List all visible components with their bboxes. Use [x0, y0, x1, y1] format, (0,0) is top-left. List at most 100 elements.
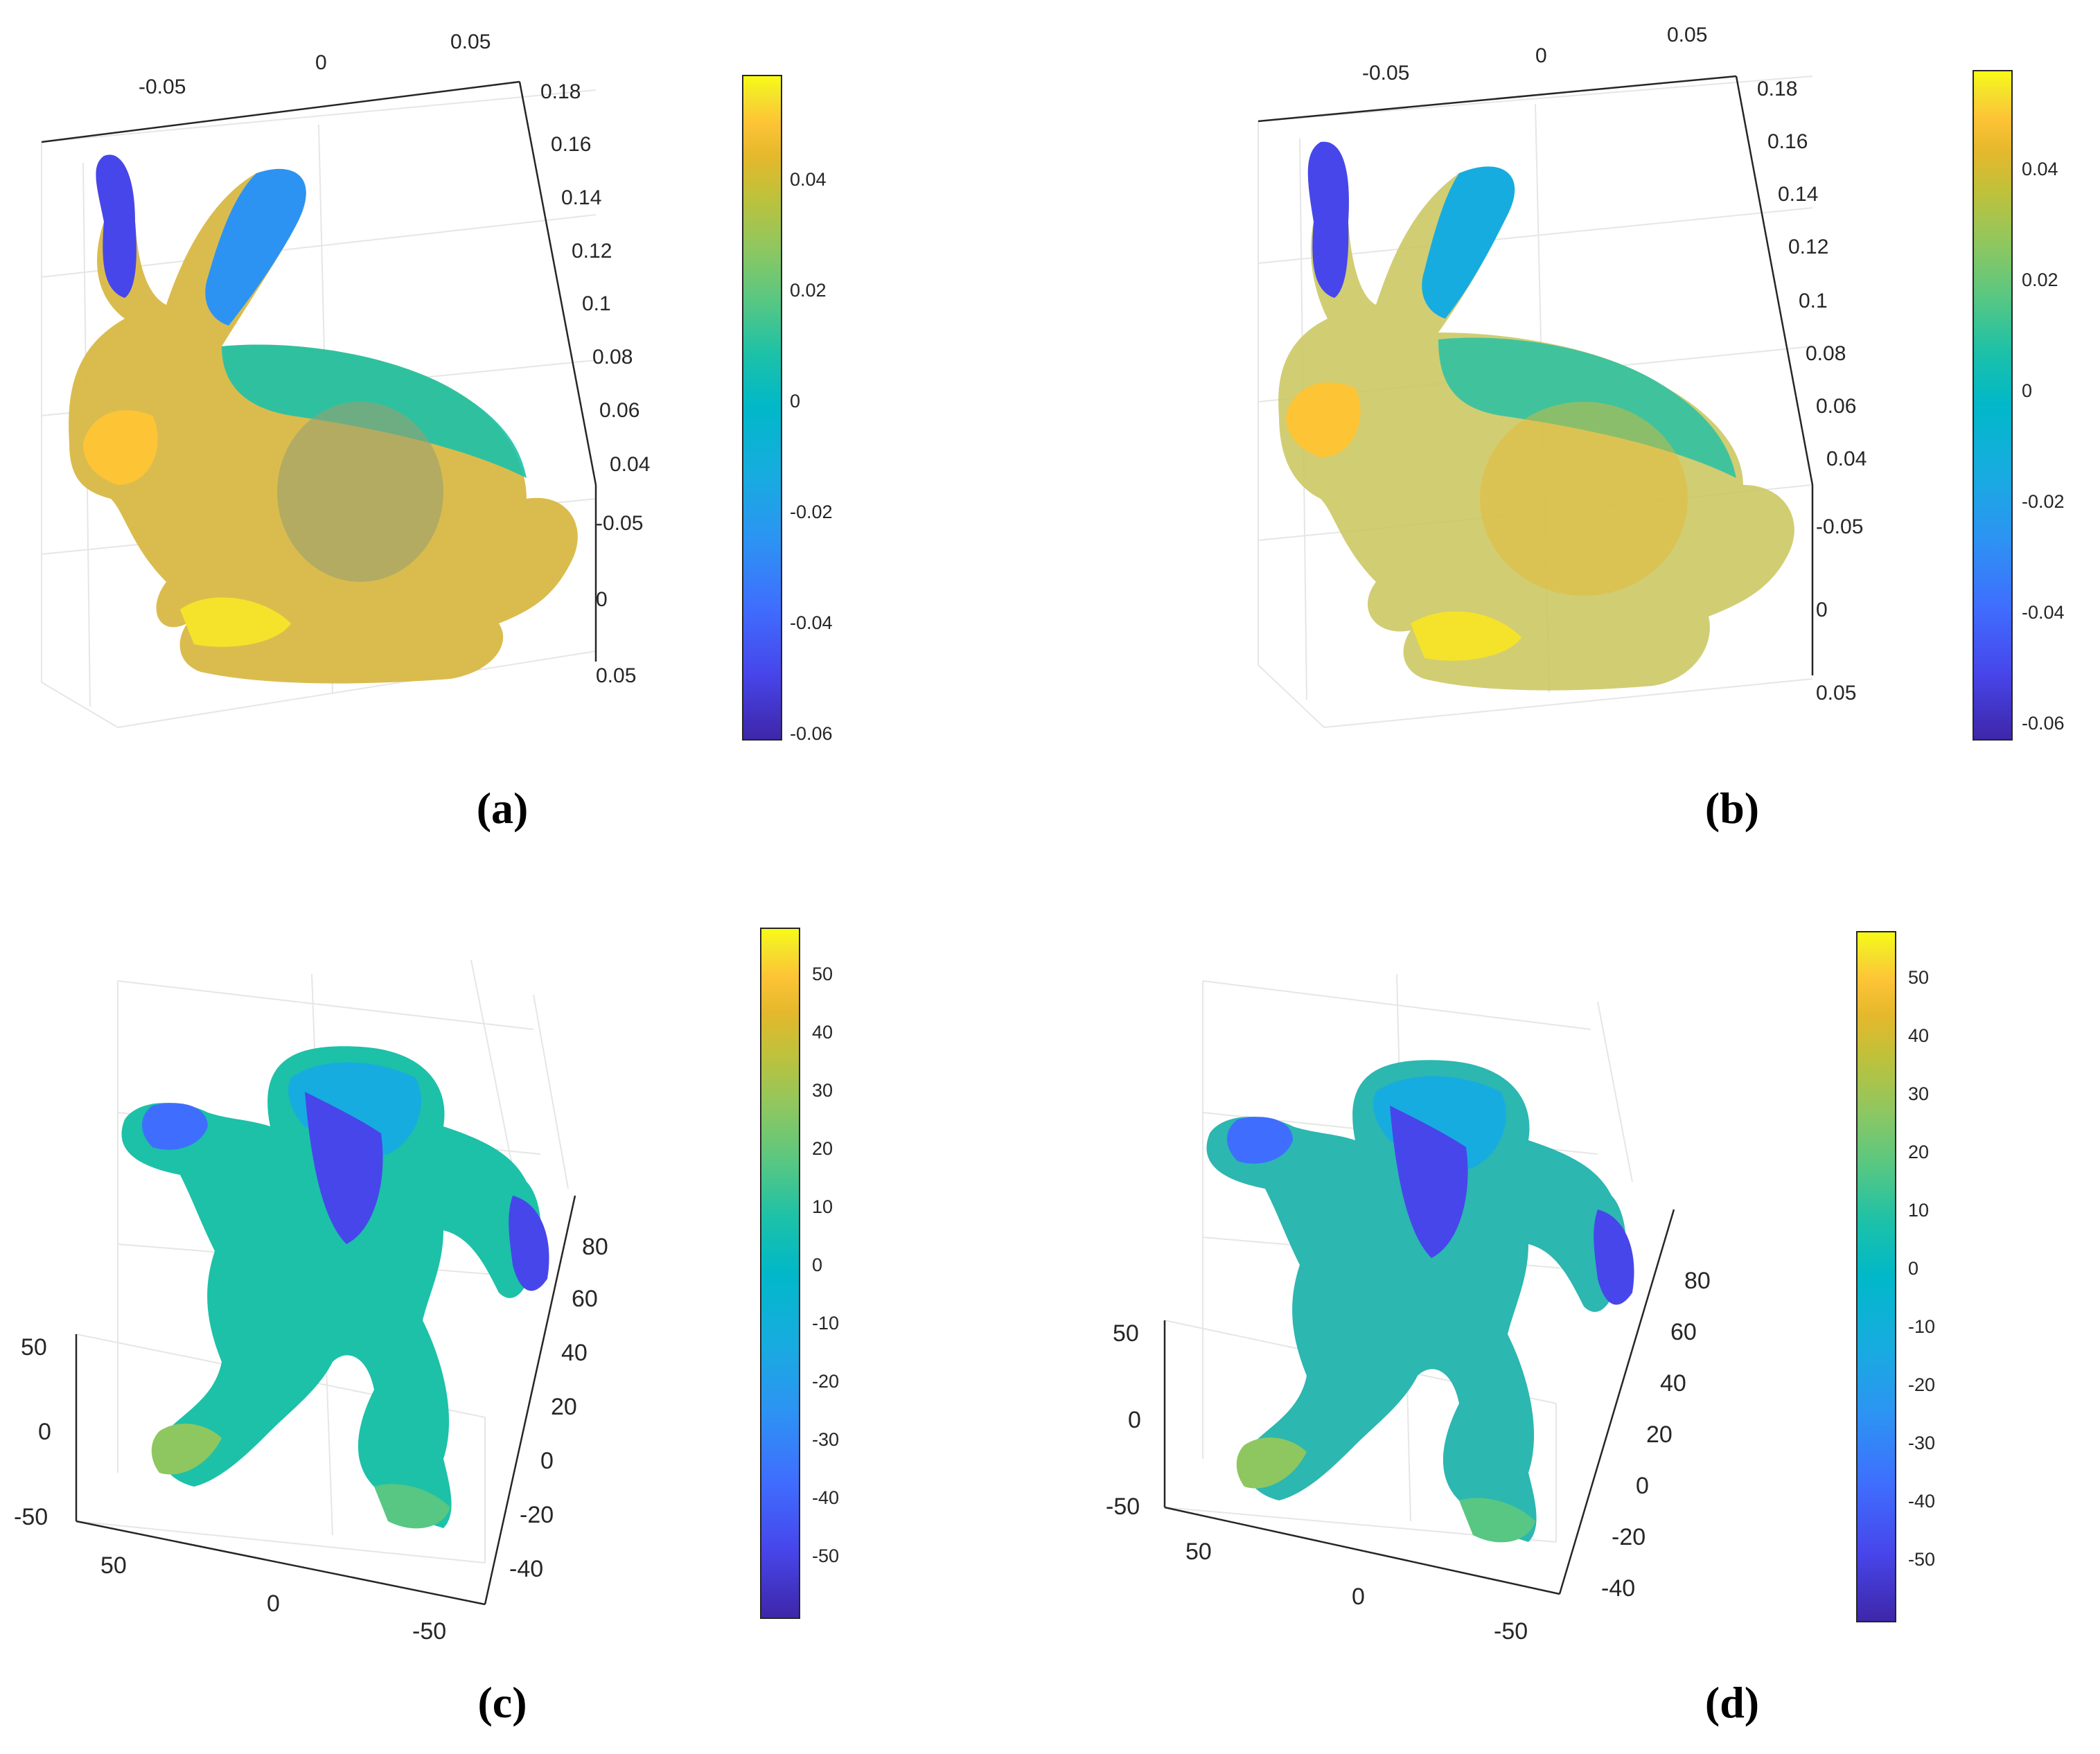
panel-a-plot: -0.05 0 0.05 0.18 0.16 0.14 0.12 0.1 0.0… [41, 30, 650, 728]
colorbar-d [1856, 931, 1896, 1622]
x-tick: -50 [412, 1618, 446, 1645]
y-tick: -40 [509, 1556, 543, 1582]
colorbar-d-ticks: 50 40 30 20 10 0 -10 -20 -30 -40 -50 [1908, 967, 1935, 1570]
z-tick: 0.04 [1826, 448, 1867, 470]
colorbar-b-ticks: 0.04 0.02 0 -0.02 -0.04 -0.06 [2022, 159, 2065, 734]
colorbar-tick: 50 [1908, 967, 1929, 988]
z-tick: 0.1 [582, 292, 611, 315]
colorbar-tick: 0 [790, 391, 800, 411]
x-tick: 0 [1535, 44, 1547, 67]
colorbar-a [742, 75, 782, 741]
z-tick: 0.06 [1816, 395, 1856, 418]
colorbar-tick: -30 [1908, 1433, 1935, 1453]
colorbar-c [760, 928, 800, 1619]
colorbar-tick: -50 [1908, 1549, 1935, 1570]
y-tick: 40 [561, 1340, 588, 1366]
z-tick: 0.08 [592, 346, 633, 369]
caption-d: (d) [1704, 1678, 1760, 1727]
x-tick: 0 [315, 51, 327, 74]
x-tick: 0 [267, 1591, 280, 1617]
colorbar-tick: 50 [812, 964, 833, 984]
y-tick: 0.05 [596, 664, 636, 687]
colorbar-tick: -0.02 [790, 502, 833, 522]
x-tick: 50 [100, 1552, 127, 1579]
x-tick: 0 [1352, 1584, 1365, 1610]
x-tick: 50 [1185, 1539, 1212, 1565]
x-tick: 0.05 [1667, 24, 1707, 46]
panel-b-x-ticks: -0.05 0 0.05 [1362, 24, 1707, 85]
z-tick: 0.08 [1806, 342, 1846, 365]
y-tick: 80 [582, 1234, 608, 1260]
colorbar-tick: -50 [812, 1545, 839, 1566]
z-tick: 50 [21, 1334, 47, 1361]
panel-c-z-ticks: 50 0 -50 [14, 1334, 51, 1530]
y-tick: -20 [520, 1502, 554, 1528]
colorbar-tick: -10 [1908, 1316, 1935, 1337]
colorbar-tick: -0.06 [790, 723, 833, 744]
panel-b: -0.05 0 0.05 0.18 0.16 0.14 0.12 0.1 0.0… [1050, 0, 2100, 877]
z-tick: 0.12 [572, 240, 612, 263]
panel-a-x-ticks: -0.05 0 0.05 [139, 30, 491, 98]
y-tick: 20 [551, 1394, 577, 1420]
z-tick: 0 [38, 1419, 51, 1445]
y-tick: 0 [1816, 599, 1828, 621]
colorbar-tick: -0.06 [2022, 713, 2065, 734]
panel-c: 50 0 -50 50 0 -50 80 60 40 20 0 -20 -40 [0, 877, 1050, 1754]
z-tick: -50 [14, 1504, 48, 1530]
z-tick: 0.04 [610, 453, 650, 476]
armadillo-noisy-point-cloud-icon [1206, 1060, 1634, 1543]
x-tick: -0.05 [1362, 62, 1409, 85]
bunny-point-cloud-icon [69, 154, 578, 684]
z-tick: 0.14 [1778, 183, 1818, 206]
colorbar-c-ticks: 50 40 30 20 10 0 -10 -20 -30 -40 -50 [812, 964, 839, 1566]
x-tick: 0.05 [450, 30, 491, 53]
colorbar-tick: 0.02 [2022, 269, 2058, 290]
colorbar-b [1973, 70, 2013, 741]
colorbar-tick: 30 [812, 1080, 833, 1101]
panel-b-plot: -0.05 0 0.05 0.18 0.16 0.14 0.12 0.1 0.0… [1258, 24, 1867, 728]
panel-c-plot: 50 0 -50 50 0 -50 80 60 40 20 0 -20 -40 [14, 959, 608, 1645]
y-tick: -20 [1612, 1524, 1645, 1550]
panel-b-axis-lines [1258, 75, 1814, 675]
panel-c-axis-lines [75, 1195, 576, 1606]
y-tick: 80 [1684, 1268, 1711, 1294]
bunny-noisy-point-cloud-icon [1278, 141, 1794, 691]
y-tick: 20 [1646, 1421, 1673, 1448]
y-tick: -0.05 [596, 512, 643, 535]
colorbar-tick: -0.04 [2022, 602, 2065, 623]
panel-d-z-ticks: 50 0 -50 [1106, 1320, 1141, 1520]
colorbar-tick: 0 [2022, 380, 2032, 401]
y-tick: 0 [1636, 1473, 1649, 1499]
panel-b-y-ticks: -0.05 0 0.05 [1816, 515, 1863, 705]
z-tick: 0.12 [1788, 236, 1828, 258]
panel-d-axis-lines [1163, 1209, 1675, 1595]
x-tick: -0.05 [139, 76, 186, 98]
panel-a-z-ticks: 0.18 0.16 0.14 0.12 0.1 0.08 0.06 0.04 [540, 80, 650, 476]
z-tick: 0.16 [1767, 130, 1808, 153]
panel-d-y-ticks: 80 60 40 20 0 -20 -40 [1601, 1268, 1711, 1602]
panel-a: -0.05 0 0.05 0.18 0.16 0.14 0.12 0.1 0.0… [0, 0, 1050, 877]
y-tick: 0 [540, 1448, 554, 1474]
colorbar-tick: -40 [812, 1487, 839, 1508]
colorbar-tick: -40 [1908, 1491, 1935, 1512]
panel-d: 50 0 -50 50 0 -50 80 60 40 20 0 -20 -40 [1050, 877, 2100, 1754]
y-tick: -40 [1601, 1575, 1635, 1602]
panel-c-x-ticks: 50 0 -50 [100, 1552, 446, 1645]
y-tick: 60 [1670, 1319, 1697, 1345]
caption-c: (c) [477, 1678, 527, 1727]
colorbar-tick: -0.02 [2022, 491, 2065, 512]
y-tick: 40 [1660, 1370, 1686, 1397]
caption-a: (a) [476, 783, 529, 833]
colorbar-tick: 20 [1908, 1142, 1929, 1162]
colorbar-tick: -0.04 [790, 612, 833, 633]
z-tick: 0.14 [561, 186, 601, 209]
colorbar-tick: 0.04 [2022, 159, 2058, 179]
colorbar-tick: -10 [812, 1313, 839, 1334]
panel-c-y-ticks: 80 60 40 20 0 -20 -40 [509, 1234, 608, 1582]
x-tick: -50 [1494, 1618, 1528, 1645]
colorbar-tick: 20 [812, 1138, 833, 1159]
colorbar-tick: 0.04 [790, 169, 827, 190]
y-tick: 60 [572, 1286, 598, 1312]
colorbar-tick: 30 [1908, 1083, 1929, 1104]
colorbar-tick: 0 [1908, 1258, 1918, 1279]
